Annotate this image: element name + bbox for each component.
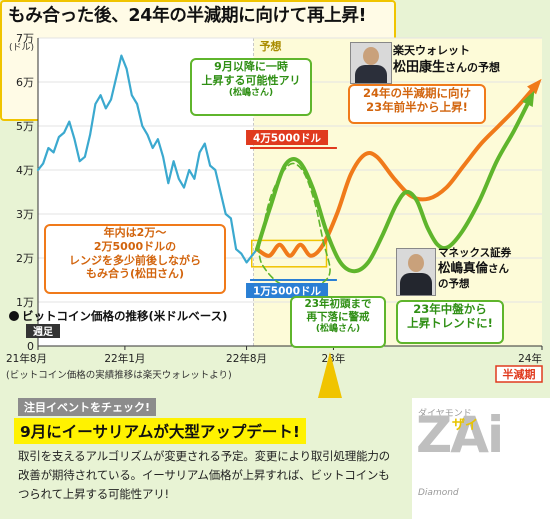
matsushima-suit bbox=[400, 273, 432, 295]
matsushima-suffix: さん bbox=[488, 263, 510, 276]
reference-label: 4万5000ドル bbox=[253, 133, 322, 145]
callout-range-line2: 2万5000ドルの bbox=[93, 239, 177, 253]
chart-subtitle-badge bbox=[26, 324, 60, 338]
callout-orange-line1: 24年の半減期に向け bbox=[362, 86, 471, 100]
matsuda-head bbox=[363, 47, 379, 65]
callout-sept-rise: 9月以降に一時 上昇する可能性アリ (松嶋さん) bbox=[190, 58, 312, 116]
logo-small-text: ダイヤモンド bbox=[418, 409, 472, 419]
y-unit-label: (ドル) bbox=[9, 43, 34, 53]
x-tick-label: 21年8月 bbox=[6, 352, 47, 365]
chart-subtitle: 週足 bbox=[33, 326, 54, 338]
reference-badge bbox=[246, 283, 329, 298]
page-headline: もみ合った後、24年の半減期に向けて再上昇! bbox=[8, 6, 367, 26]
matsuda-label: 楽天ウォレット 松田康生さんの予想 bbox=[393, 44, 543, 76]
series-green-dashed-line bbox=[257, 162, 331, 290]
callout-fall-line3: (松嶋さん) bbox=[315, 324, 361, 335]
reference-label: 1万5000ドル bbox=[253, 286, 322, 298]
callout-range-line3: レンジを多少前後しながら bbox=[69, 253, 201, 267]
series-orange-forecast-line bbox=[255, 84, 537, 258]
note-body: 取引を支えるアルゴリズムが変更される予定。変更により取引処理能力の改善が期待され… bbox=[18, 449, 390, 501]
callout-sept-line1: 9月以降に一時 bbox=[214, 60, 288, 73]
y-tick-label: 0 bbox=[27, 340, 34, 353]
callout-green-line1: 23年中盤から bbox=[413, 302, 487, 316]
note-pointer bbox=[317, 352, 342, 398]
forecast-label: 予想 bbox=[260, 39, 282, 53]
callout-sept-line2: 上昇する可能性アリ bbox=[201, 73, 301, 87]
matsushima-avatar bbox=[396, 248, 436, 296]
chart-title: ビットコイン価格の推移(米ドルベース) bbox=[22, 309, 227, 323]
matsuda-company: 楽天ウォレット bbox=[393, 44, 470, 57]
matsushima-label: マネックス証券 松嶋真倫さん の予想 bbox=[438, 246, 548, 291]
series-arrowhead bbox=[527, 78, 542, 95]
y-tick-label: 6万 bbox=[16, 76, 34, 89]
note-subtitle: 注目イベントをチェック! bbox=[18, 398, 157, 416]
callout-sept-line3: (松嶋さん) bbox=[228, 87, 274, 98]
x-tick-label: 22年1月 bbox=[104, 352, 145, 365]
y-tick-label: 2万 bbox=[16, 252, 34, 265]
note-headline: 9月にイーサリアムが大型アップデート! bbox=[14, 418, 306, 444]
logo-overlay-text: ザイ bbox=[452, 418, 479, 433]
callout-range: 年内は2万〜 2万5000ドルの レンジを多少前後しながら もみ合う(松田さん) bbox=[44, 224, 226, 294]
zai-logo: ダイヤモンド ZAi ザイ Diamond bbox=[412, 398, 550, 519]
matsushima-line3: の予想 bbox=[438, 278, 470, 291]
series-green-forecast-line bbox=[255, 97, 532, 274]
matsushima-company: マネックス証券 bbox=[438, 247, 512, 259]
callout-range-line4: もみ合う(松田さん) bbox=[85, 267, 185, 281]
y-tick-label: 3万 bbox=[16, 208, 34, 221]
y-tick-label: 7万 bbox=[16, 32, 34, 45]
matsuda-avatar bbox=[350, 42, 392, 84]
y-tick-label: 4万 bbox=[16, 164, 34, 177]
chart-area: 予想 0 1万 2万 3万 4万 5万 6万 7万(ドル) 21年8月 22年1月 22年8月 23年… bbox=[6, 32, 543, 398]
callout-fall-warning: 23年初頭まで 再下落に警戒 (松嶋さん) bbox=[290, 296, 386, 348]
series-actual-line bbox=[36, 54, 264, 264]
matsushima-head bbox=[408, 254, 424, 272]
series-arrowhead bbox=[522, 90, 535, 108]
legend-bullet bbox=[9, 311, 19, 321]
reference-badge bbox=[246, 130, 329, 145]
callout-fall-line2: 再下落に警戒 bbox=[306, 311, 370, 324]
x-tick-label: 22年8月 bbox=[226, 352, 267, 365]
y-tick-label: 1万 bbox=[16, 296, 34, 309]
callout-orange-line2: 23年前半から上昇! bbox=[366, 100, 468, 115]
matsuda-suffix: さんの予想 bbox=[445, 60, 501, 74]
halving-badge bbox=[495, 365, 543, 383]
callout-green-prediction: 23年中盤から 上昇トレンドに! bbox=[396, 300, 504, 344]
logo-tag-text: Diamond bbox=[418, 488, 459, 498]
matsuda-suit bbox=[355, 65, 387, 83]
callout-range-line1: 年内は2万〜 bbox=[103, 226, 167, 239]
callout-orange-prediction: 24年の半減期に向け 23年前半から上昇! bbox=[348, 84, 486, 124]
callout-green-line2: 上昇トレンドに! bbox=[407, 316, 493, 331]
matsuda-name: 松田康生 bbox=[393, 59, 446, 75]
x-tick-label: 24年 bbox=[518, 352, 542, 365]
x-tick-label: 23年 bbox=[322, 352, 346, 365]
source-note: (ビットコイン価格の実績推移は楽天ウォレットより) bbox=[6, 369, 232, 381]
logo-big-text: ZAi bbox=[416, 406, 504, 464]
matsushima-name: 松嶋真倫 bbox=[438, 260, 489, 276]
y-tick-label: 5万 bbox=[16, 120, 34, 133]
callout-fall-line1: 23年初頭まで bbox=[304, 298, 372, 310]
halving-label: 半減期 bbox=[503, 367, 536, 381]
